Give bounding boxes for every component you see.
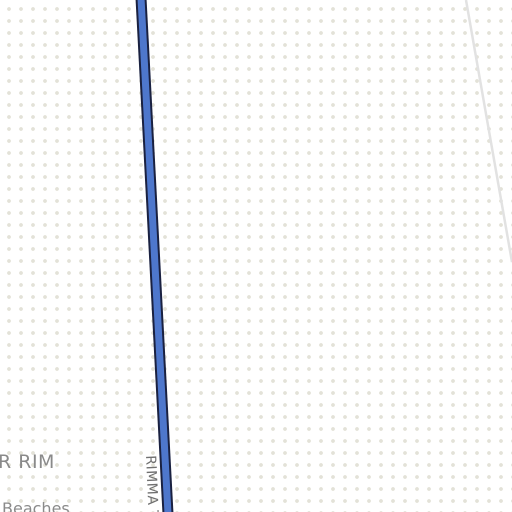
minor-road-line xyxy=(464,0,512,263)
road-label-rimma-tr: RIMMA TR xyxy=(142,455,162,512)
major-road xyxy=(137,0,172,512)
area-label-beaches: Beaches xyxy=(2,499,70,512)
area-label-rim: R RIM xyxy=(0,451,55,473)
